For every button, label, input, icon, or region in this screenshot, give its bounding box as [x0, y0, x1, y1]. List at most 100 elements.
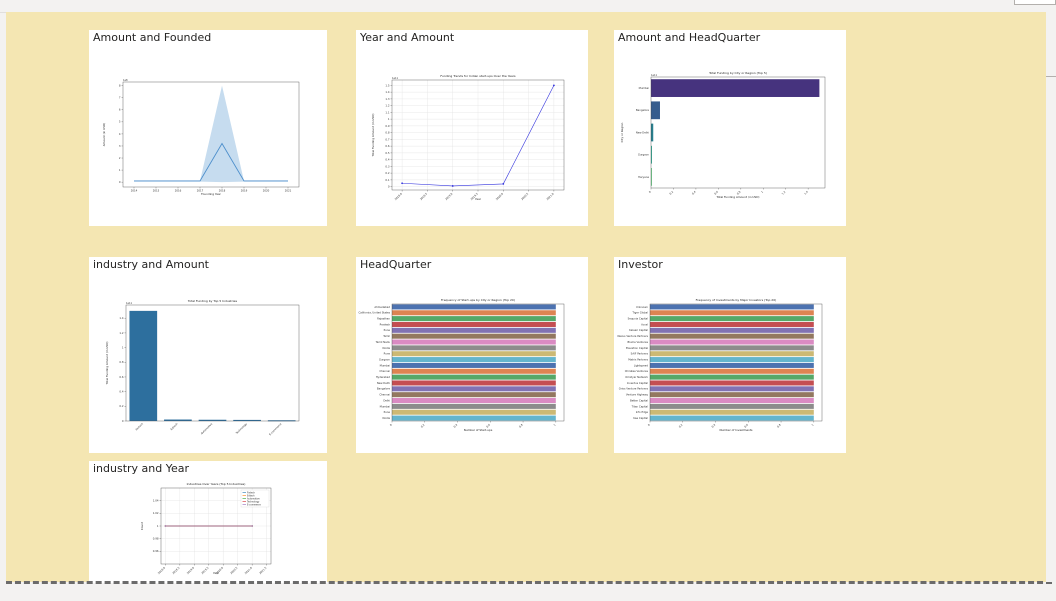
- y-tick-label: Matrix Partners: [628, 357, 648, 361]
- visual-industry-and-year[interactable]: industry and Year Industries Over Years …: [89, 461, 327, 583]
- bar: [650, 339, 814, 345]
- y-tick-label: Chiratae Ventures: [625, 369, 649, 373]
- bar: [650, 362, 814, 368]
- y-tick-label: 0: [119, 180, 121, 184]
- plot-frame: [391, 79, 565, 191]
- y-tick-label: 1.2: [385, 104, 389, 108]
- y-tick-label: Bangalore: [636, 108, 650, 112]
- y-tick-label: 1.5: [385, 83, 389, 87]
- y-tick-label: 1: [157, 524, 159, 528]
- y-tick-label: 1.4: [119, 316, 123, 320]
- plot-frame: [125, 304, 300, 422]
- window-control[interactable]: [1014, 0, 1056, 5]
- y-tick-label: Gurgaon: [638, 153, 649, 157]
- y-tick-label: Rajasthan: [377, 317, 390, 321]
- y-tick-label: Tamil Nadu: [376, 340, 391, 344]
- y-tick-label: 1.3: [385, 97, 389, 101]
- chart-title: Industries Over Years (Top 5 Industries): [187, 482, 246, 486]
- visual-headquarter[interactable]: HeadQuarter Frequency of Start-ups by Ci…: [356, 257, 588, 453]
- bar: [650, 357, 814, 363]
- y-tick-label: Chennai: [379, 393, 390, 397]
- y-tick-label: Better Capital: [630, 398, 648, 402]
- bar: [651, 101, 660, 120]
- y-tick-label: Unknown: [636, 305, 648, 309]
- y-tick-label: Haryana: [638, 175, 649, 179]
- bar: [650, 368, 814, 374]
- x-tick-label: 0.6: [743, 423, 749, 429]
- y-tick-label: Kae Capital: [633, 416, 648, 420]
- report-canvas: Amount and Founded 1e8 2014 2015 2016 2017 20…: [6, 12, 1046, 583]
- bar: [650, 316, 814, 322]
- x-tick-label: 2018.0: [394, 192, 403, 201]
- y-tick-label: 1.02: [153, 511, 159, 515]
- bar: [392, 409, 556, 415]
- bar: [392, 316, 556, 322]
- chart-amount-and-headquarter: Total Funding by City or Region (Top 5) 1…: [620, 71, 826, 199]
- bar: [392, 345, 556, 351]
- x-tick-label: 2017: [197, 189, 204, 193]
- bar: [650, 345, 814, 351]
- visual-amount-and-headquarter[interactable]: Amount and HeadQuarter Total Funding by …: [614, 30, 846, 226]
- x-tick-label: Technology: [235, 422, 248, 435]
- bar: [392, 321, 556, 327]
- plot-frame: [160, 487, 272, 565]
- y-tick-label: 0: [122, 419, 124, 423]
- x-tick-label: 2019.5: [200, 566, 209, 575]
- chart-industry-and-year: Industries Over Years (Top 5 Industries)…: [140, 482, 272, 575]
- bar: [392, 380, 556, 386]
- axis-offset-text: 1e8: [123, 79, 128, 82]
- y-tick-label: 1: [119, 168, 121, 172]
- bar: [164, 419, 192, 421]
- x-tick-label: 0.2: [668, 190, 674, 196]
- y-tick-label: 0.96: [153, 549, 159, 553]
- x-tick-label: 1.4: [803, 190, 809, 196]
- visual-amount-and-founded[interactable]: Amount and Founded 1e8 2014 2015 2016 2017 20…: [89, 30, 327, 226]
- confidence-band: [134, 85, 288, 183]
- y-axis-label: Total Funding Amount (in USD): [105, 342, 109, 386]
- bar: [650, 403, 814, 409]
- bar: [650, 398, 814, 404]
- y-tick-label: 0.3: [385, 164, 389, 168]
- y-tick-label: Noida: [383, 346, 391, 350]
- y-tick-label: Sequoia Capital: [628, 317, 649, 321]
- x-tick-label: 1.2: [781, 190, 787, 196]
- axis-offset-text: 1e11: [126, 302, 133, 305]
- y-tick-label: Mumbai: [380, 363, 391, 367]
- bar: [650, 304, 814, 310]
- x-tick-label: 0.2: [678, 423, 684, 429]
- y-tick-label: Pune: [384, 410, 391, 414]
- x-axis-label: Number of Investments: [719, 428, 753, 432]
- y-tick-label: 0.8: [119, 360, 123, 364]
- right-pane-mark: [1046, 76, 1056, 77]
- y-axis-label: Total Funding Amount (in USD): [371, 114, 375, 158]
- y-tick-label: Pune: [384, 328, 391, 332]
- y-axis-label: City or Region: [620, 122, 624, 142]
- visual-investor[interactable]: Investor Frequency of Investments by Maj…: [614, 257, 846, 453]
- x-tick-label: 2020.0: [215, 566, 224, 575]
- bar: [650, 310, 814, 316]
- visual-title: Investor: [618, 258, 663, 271]
- chart-headquarter: Frequency of Start-ups by City or Region…: [358, 298, 565, 432]
- x-tick-label: 2018.0: [157, 566, 166, 575]
- bar: [392, 310, 556, 316]
- x-tick-label: Automotive: [200, 422, 214, 436]
- visual-industry-and-amount[interactable]: industry and Amount Total Funding by Top…: [89, 257, 327, 453]
- visual-year-and-amount[interactable]: Year and Amount Funding Trends for India…: [356, 30, 588, 226]
- visual-title: industry and Amount: [93, 258, 209, 271]
- y-tick-label: 1.1: [385, 110, 389, 114]
- y-tick-label: Tamil: [383, 334, 390, 338]
- y-tick-label: Mumbai: [639, 86, 650, 90]
- x-tick-label: 0.8: [776, 423, 782, 429]
- bar: [650, 415, 814, 421]
- plot-frame: [650, 76, 826, 189]
- bar: [392, 351, 556, 357]
- legend-label: Technology: [247, 500, 260, 503]
- x-tick-label: 2019.0: [186, 566, 195, 575]
- x-tick-label: 2015: [153, 189, 160, 193]
- bar: [392, 327, 556, 333]
- chart-investor: Frequency of Investments by Major Invest…: [617, 298, 823, 432]
- y-tick-label: 0.1: [385, 178, 389, 182]
- y-tick-label: 6: [119, 108, 121, 112]
- y-tick-label: Pradesh: [380, 322, 391, 326]
- axis-offset-text: 1e11: [651, 74, 658, 77]
